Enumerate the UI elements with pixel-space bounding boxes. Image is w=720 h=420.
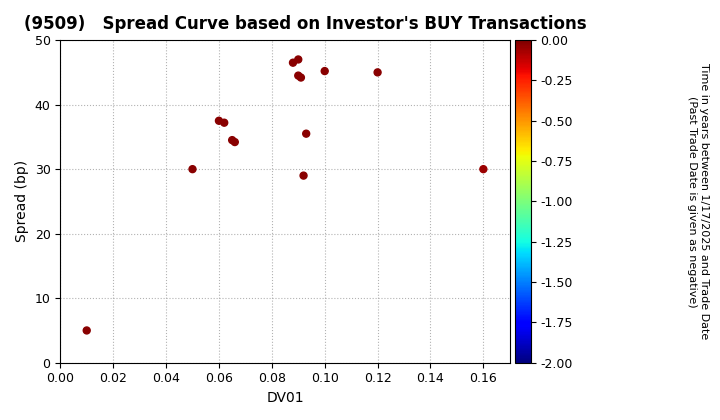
Point bbox=[298, 172, 310, 179]
Point bbox=[229, 139, 240, 145]
Text: (9509)   Spread Curve based on Investor's BUY Transactions: (9509) Spread Curve based on Investor's … bbox=[24, 15, 587, 33]
Point bbox=[292, 56, 304, 63]
Point bbox=[295, 74, 307, 81]
Point bbox=[319, 68, 330, 74]
Point bbox=[213, 118, 225, 124]
Point bbox=[300, 130, 312, 137]
Point bbox=[81, 327, 92, 334]
Point bbox=[226, 137, 238, 144]
Point bbox=[287, 59, 299, 66]
Point bbox=[477, 166, 489, 173]
Y-axis label: Spread (bp): Spread (bp) bbox=[15, 160, 29, 242]
X-axis label: DV01: DV01 bbox=[266, 391, 304, 405]
Y-axis label: Time in years between 1/17/2025 and Trade Date
(Past Trade Date is given as nega: Time in years between 1/17/2025 and Trad… bbox=[687, 63, 708, 339]
Point bbox=[218, 119, 230, 126]
Point bbox=[186, 166, 198, 173]
Point bbox=[372, 69, 383, 76]
Point bbox=[292, 72, 304, 79]
